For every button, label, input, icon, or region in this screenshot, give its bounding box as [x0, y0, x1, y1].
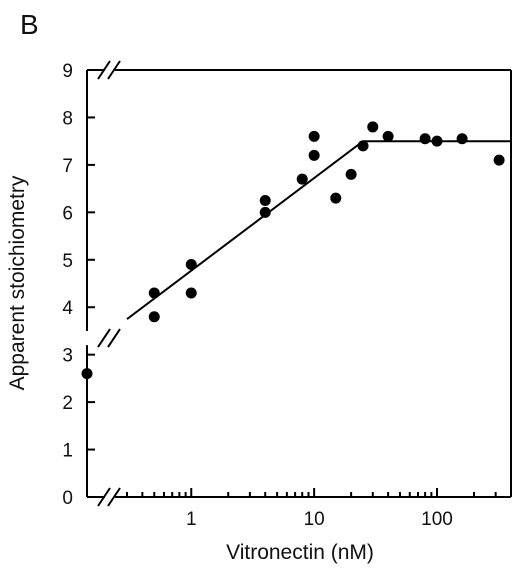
data-point	[330, 192, 342, 204]
data-point	[296, 173, 308, 185]
y-tick-label: 7	[62, 156, 73, 177]
x-axis-label: Vitronectin (nM)	[226, 541, 374, 564]
data-point	[148, 287, 160, 299]
data-point	[382, 130, 394, 142]
data-point	[185, 259, 197, 271]
x-tick-label: 100	[421, 509, 453, 530]
data-point	[308, 149, 320, 161]
y-axis-label: Apparent stoichiometry	[6, 175, 29, 390]
y-tick-label: 0	[62, 488, 73, 509]
data-point	[367, 121, 379, 133]
data-point	[185, 287, 197, 299]
data-point	[493, 154, 505, 166]
y-tick-label: 4	[62, 298, 73, 319]
x-break-mark-a	[97, 487, 111, 507]
fit-line	[126, 140, 511, 320]
y-tick-label: 9	[62, 61, 73, 82]
y-break-mark-b	[107, 328, 121, 348]
data-point	[345, 168, 357, 180]
y-tick-label: 3	[62, 346, 73, 367]
y-break-mark-a	[97, 328, 111, 348]
data-point	[456, 133, 468, 145]
x-tick-label: 10	[304, 509, 325, 530]
data-point	[431, 135, 443, 147]
axes: 0 1 2 3 4 5 6 7 8 9 1 10 100	[62, 60, 512, 530]
data-points	[81, 121, 505, 380]
panel-label: B	[20, 9, 39, 40]
x-tick-label: 1	[186, 509, 197, 530]
y-tick-label: 6	[62, 203, 73, 224]
data-point	[148, 311, 160, 323]
data-point	[259, 194, 271, 206]
top-break-mark-b	[107, 60, 121, 80]
data-point	[357, 140, 369, 152]
y-tick-label: 2	[62, 393, 73, 414]
data-point	[81, 368, 93, 380]
top-break-mark-a	[97, 60, 111, 80]
y-tick-label: 8	[62, 108, 73, 129]
data-point	[308, 130, 320, 142]
y-tick-label: 5	[62, 251, 73, 272]
x-break-mark-b	[107, 487, 121, 507]
y-tick-label: 1	[62, 441, 73, 462]
data-point	[259, 206, 271, 218]
fit-line-group	[126, 140, 511, 320]
data-point	[419, 133, 431, 145]
